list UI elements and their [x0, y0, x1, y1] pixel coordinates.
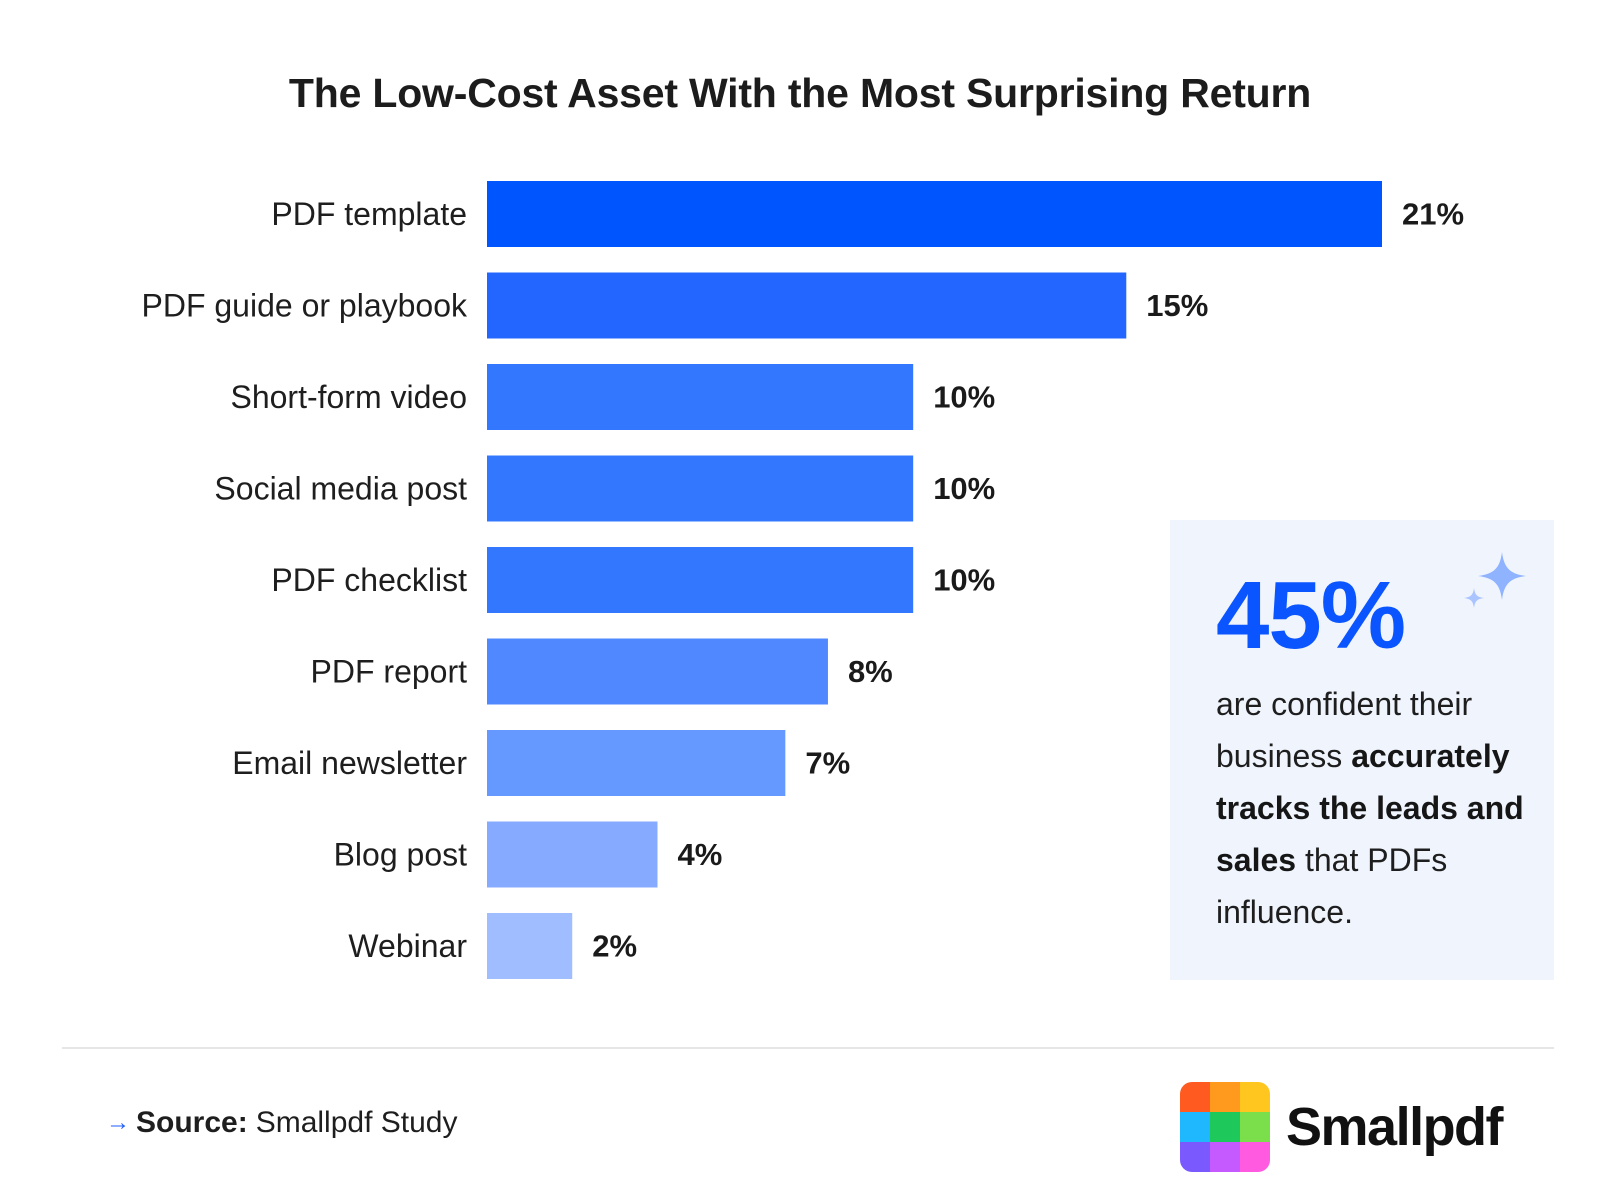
- value-label: 10%: [933, 563, 995, 598]
- source-label: Source:: [136, 1106, 248, 1139]
- value-label: 7%: [805, 746, 850, 781]
- category-label: Blog post: [334, 837, 468, 873]
- arrow-right-icon: →: [106, 1109, 130, 1136]
- category-label: PDF checklist: [271, 562, 467, 598]
- value-label: 8%: [848, 654, 893, 689]
- brand-logo: Smallpdf: [1180, 1082, 1504, 1172]
- logo-tile: [1240, 1082, 1270, 1112]
- logo-tile: [1210, 1142, 1240, 1172]
- chart-title: The Low-Cost Asset With the Most Surpris…: [288, 70, 1312, 116]
- footer-divider: [62, 1047, 1554, 1049]
- logo-tile: [1180, 1142, 1210, 1172]
- bar-pdf-checklist: [487, 547, 914, 613]
- bar-webinar: [487, 913, 573, 979]
- bars-layer: PDF template 21% PDF guide or playbook 15% S…: [141, 181, 1464, 979]
- value-label: 10%: [933, 471, 995, 506]
- callout-text: are confident their business accurately …: [1216, 678, 1534, 938]
- callout-text-part: are confident their business: [1216, 686, 1473, 774]
- bar-pdf-guide-or-playbook: [487, 272, 1127, 339]
- bar-short-form-video: [487, 364, 914, 430]
- callout-text-part: that PDFs influence.: [1216, 842, 1448, 930]
- category-label: Email newsletter: [232, 745, 467, 781]
- category-label: Social media post: [214, 471, 467, 507]
- category-label: Webinar: [348, 928, 467, 964]
- bar-chart: PDF template 21% PDF guide or playbook 15% S…: [141, 181, 1464, 979]
- value-label: 21%: [1402, 197, 1464, 232]
- category-label: Short-form video: [230, 379, 467, 415]
- category-label: PDF report: [311, 654, 468, 690]
- category-label: PDF guide or playbook: [141, 288, 468, 324]
- category-label: PDF template: [271, 196, 467, 232]
- logo-grid-icon: [1180, 1082, 1270, 1172]
- logo-tile: [1180, 1112, 1210, 1142]
- logo-tile: [1180, 1082, 1210, 1112]
- callout-stat: 45%: [1216, 562, 1406, 669]
- bar-blog-post: [487, 821, 658, 888]
- sparkle-icon: [1464, 552, 1526, 608]
- source-text: Smallpdf Study: [255, 1106, 458, 1139]
- source-note: → Source: Smallpdf Study: [106, 1106, 457, 1140]
- brand-name: Smallpdf: [1286, 1097, 1504, 1157]
- logo-tile: [1210, 1082, 1240, 1112]
- callout-text-bold: accurately tracks the leads and sales: [1216, 738, 1524, 878]
- bar-email-newsletter: [487, 730, 786, 796]
- value-label: 2%: [592, 929, 637, 964]
- value-label: 10%: [933, 380, 995, 415]
- logo-tile: [1240, 1112, 1270, 1142]
- value-label: 4%: [677, 837, 722, 872]
- bar-social-media-post: [487, 455, 914, 522]
- logo-tile: [1210, 1112, 1240, 1142]
- stat-callout: 45% are confident their business accurat…: [1170, 520, 1554, 980]
- bar-pdf-report: [487, 638, 828, 705]
- logo-tile: [1240, 1142, 1270, 1172]
- bar-pdf-template: [487, 181, 1382, 247]
- value-label: 15%: [1146, 288, 1208, 323]
